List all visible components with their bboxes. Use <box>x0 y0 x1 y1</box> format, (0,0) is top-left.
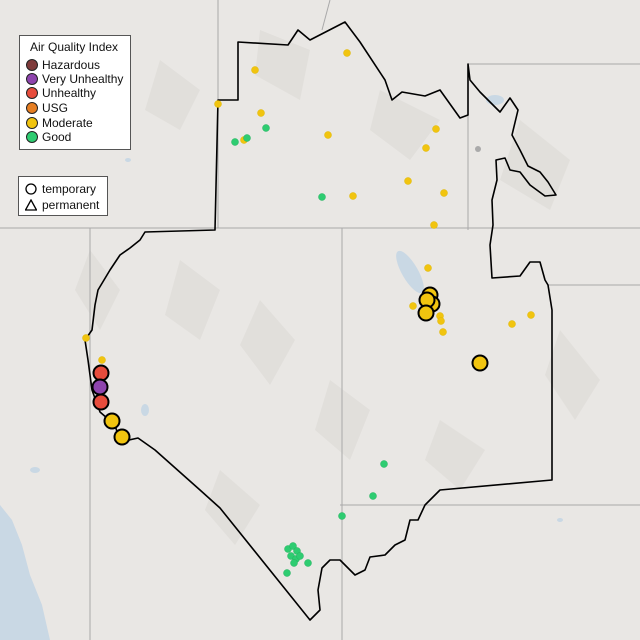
circle-icon <box>25 182 37 195</box>
lakes <box>30 95 563 522</box>
site-marker[interactable] <box>508 320 516 328</box>
unhealthy-swatch <box>26 87 38 99</box>
site-marker[interactable] <box>243 134 251 142</box>
moderate-sites-temporary <box>103 286 489 446</box>
temporary-site-marker[interactable] <box>92 364 110 382</box>
hazardous-swatch <box>26 59 38 71</box>
legend-item-label: Hazardous <box>42 58 101 72</box>
legend-item-label: Moderate <box>42 116 93 130</box>
site-marker[interactable] <box>437 317 445 325</box>
legend-item-very-unhealthy: Very Unhealthy <box>26 72 123 86</box>
pacific-ocean <box>0 505 50 640</box>
legend-item-usg: USG <box>26 101 68 115</box>
legend-item-label: Unhealthy <box>42 86 97 100</box>
site-marker[interactable] <box>343 49 351 57</box>
good-sites-small <box>231 124 388 577</box>
site-marker[interactable] <box>82 334 90 342</box>
very-unhealthy-swatch <box>26 73 38 85</box>
legend-item-label: USG <box>42 101 69 115</box>
site-marker[interactable] <box>409 302 417 310</box>
temporary-site-marker[interactable] <box>91 378 109 396</box>
good-swatch <box>26 131 38 143</box>
legend-item-good: Good <box>26 130 71 144</box>
site-marker[interactable] <box>422 144 430 152</box>
aqi-legend: Air Quality Index Hazardous Very Unhealt… <box>19 35 131 150</box>
site-marker[interactable] <box>527 311 535 319</box>
site-marker[interactable] <box>349 192 357 200</box>
site-marker[interactable] <box>439 328 447 336</box>
site-marker[interactable] <box>296 552 304 560</box>
site-marker[interactable] <box>369 492 377 500</box>
site-marker[interactable] <box>214 100 222 108</box>
legend-item-label: permanent <box>42 197 100 212</box>
site-marker[interactable] <box>338 512 346 520</box>
temporary-site-marker[interactable] <box>113 428 131 446</box>
site-marker[interactable] <box>231 138 239 146</box>
site-marker[interactable] <box>324 131 332 139</box>
legend-item-unhealthy: Unhealthy <box>26 86 96 100</box>
legend-item-label: Very Unhealthy <box>42 72 124 86</box>
legend-item-temporary: temporary <box>25 181 96 196</box>
site-marker[interactable] <box>380 460 388 468</box>
temporary-site-marker[interactable] <box>92 393 110 411</box>
legend-item-hazardous: Hazardous <box>26 58 100 72</box>
moderate-swatch <box>26 117 38 129</box>
site-marker[interactable] <box>318 193 326 201</box>
site-marker[interactable] <box>440 189 448 197</box>
site-marker[interactable] <box>304 559 312 567</box>
site-marker[interactable] <box>257 109 265 117</box>
legend-title: Air Quality Index <box>30 40 119 54</box>
legend-item-permanent: permanent <box>25 197 99 212</box>
legend-item-label: Good <box>42 130 72 144</box>
triangle-icon <box>25 198 37 211</box>
temporary-site-marker[interactable] <box>103 412 121 430</box>
site-marker[interactable] <box>404 177 412 185</box>
site-marker[interactable] <box>98 356 106 364</box>
legend-item-moderate: Moderate <box>26 116 93 130</box>
site-marker[interactable] <box>424 264 432 272</box>
site-marker[interactable] <box>430 221 438 229</box>
usg-swatch <box>26 102 38 114</box>
site-marker[interactable] <box>289 542 297 550</box>
monitor-type-legend: temporary permanent <box>18 176 108 216</box>
unhealthy-sites-temporary <box>91 364 110 411</box>
nodata-site-marker[interactable] <box>475 146 481 152</box>
site-marker[interactable] <box>432 125 440 133</box>
moderate-sites-small <box>82 49 535 364</box>
temporary-site-marker[interactable] <box>471 354 489 372</box>
site-marker[interactable] <box>283 569 291 577</box>
site-marker[interactable] <box>262 124 270 132</box>
site-marker[interactable] <box>290 559 298 567</box>
temporary-site-marker[interactable] <box>417 304 435 322</box>
site-marker[interactable] <box>251 66 259 74</box>
legend-item-label: temporary <box>42 181 97 196</box>
